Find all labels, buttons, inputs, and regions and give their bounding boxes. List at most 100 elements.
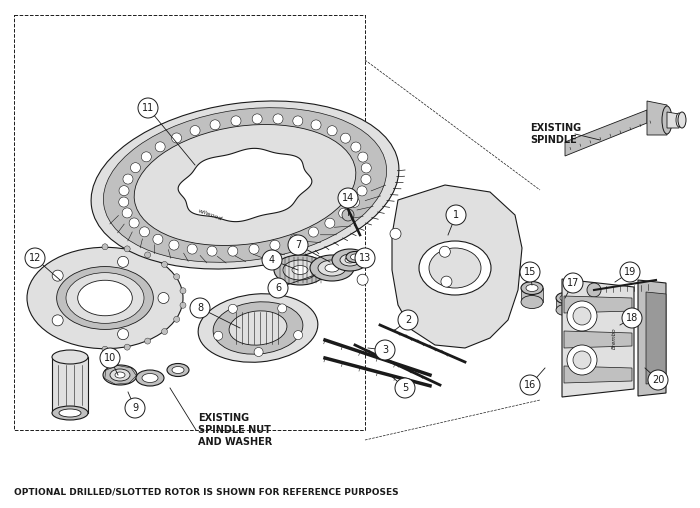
Circle shape xyxy=(339,208,349,218)
Circle shape xyxy=(567,345,597,375)
Polygon shape xyxy=(556,298,574,310)
Ellipse shape xyxy=(351,254,360,260)
Circle shape xyxy=(130,163,141,173)
Circle shape xyxy=(210,120,220,130)
Circle shape xyxy=(325,218,335,228)
Ellipse shape xyxy=(52,406,88,420)
Polygon shape xyxy=(52,357,88,413)
Circle shape xyxy=(162,262,167,268)
Circle shape xyxy=(249,244,259,254)
Ellipse shape xyxy=(676,113,682,127)
Ellipse shape xyxy=(560,295,570,301)
Circle shape xyxy=(520,262,540,282)
Circle shape xyxy=(587,283,601,297)
Ellipse shape xyxy=(325,264,339,272)
Circle shape xyxy=(355,248,375,268)
Bar xyxy=(14,15,365,430)
Polygon shape xyxy=(667,112,679,128)
Circle shape xyxy=(100,348,120,368)
Text: 4: 4 xyxy=(269,255,275,265)
Circle shape xyxy=(342,209,354,221)
Circle shape xyxy=(441,276,452,287)
Circle shape xyxy=(563,273,583,293)
Circle shape xyxy=(293,331,302,339)
Ellipse shape xyxy=(521,281,543,295)
Ellipse shape xyxy=(526,284,538,292)
Circle shape xyxy=(520,375,540,395)
Text: 2: 2 xyxy=(405,315,411,325)
Polygon shape xyxy=(178,148,312,221)
Circle shape xyxy=(138,98,158,118)
Text: AND WASHER: AND WASHER xyxy=(198,437,272,447)
Ellipse shape xyxy=(292,266,308,274)
Circle shape xyxy=(118,329,129,340)
Circle shape xyxy=(398,310,418,330)
Ellipse shape xyxy=(172,366,184,373)
Text: 20: 20 xyxy=(652,375,664,385)
Ellipse shape xyxy=(52,350,88,364)
Ellipse shape xyxy=(27,247,183,348)
Circle shape xyxy=(123,174,133,184)
Circle shape xyxy=(180,288,186,294)
Ellipse shape xyxy=(556,293,574,303)
Circle shape xyxy=(358,152,368,162)
Ellipse shape xyxy=(229,311,287,345)
Circle shape xyxy=(207,246,217,256)
Circle shape xyxy=(273,114,283,124)
Ellipse shape xyxy=(115,372,125,378)
Circle shape xyxy=(153,234,163,244)
Ellipse shape xyxy=(167,364,189,376)
Text: Brembo: Brembo xyxy=(612,327,617,349)
Circle shape xyxy=(118,257,129,267)
Polygon shape xyxy=(564,331,632,348)
Circle shape xyxy=(119,197,129,207)
Circle shape xyxy=(122,208,132,218)
Text: 5: 5 xyxy=(402,383,408,393)
Circle shape xyxy=(351,142,361,152)
Text: 3: 3 xyxy=(382,345,388,355)
Circle shape xyxy=(25,248,45,268)
Ellipse shape xyxy=(556,304,574,315)
Ellipse shape xyxy=(59,409,81,417)
Text: SPINDLE: SPINDLE xyxy=(530,135,577,145)
Circle shape xyxy=(573,351,591,369)
Circle shape xyxy=(214,331,223,340)
Polygon shape xyxy=(638,280,666,396)
Polygon shape xyxy=(521,288,543,302)
Ellipse shape xyxy=(310,255,354,281)
Circle shape xyxy=(155,142,165,152)
Ellipse shape xyxy=(66,273,144,324)
Text: 12: 12 xyxy=(29,253,41,263)
Circle shape xyxy=(361,174,371,184)
Polygon shape xyxy=(647,101,667,135)
Text: 15: 15 xyxy=(524,267,536,277)
Circle shape xyxy=(119,185,129,196)
Ellipse shape xyxy=(283,260,317,280)
Circle shape xyxy=(162,329,167,335)
Ellipse shape xyxy=(429,248,481,288)
Circle shape xyxy=(311,120,321,130)
Circle shape xyxy=(440,246,450,257)
Polygon shape xyxy=(564,296,632,313)
Polygon shape xyxy=(564,366,632,383)
Circle shape xyxy=(141,152,151,162)
Circle shape xyxy=(288,235,308,255)
Text: 11: 11 xyxy=(142,103,154,113)
Circle shape xyxy=(290,235,300,244)
Ellipse shape xyxy=(57,267,153,329)
Circle shape xyxy=(309,227,318,237)
Text: EXISTING: EXISTING xyxy=(198,413,249,423)
Circle shape xyxy=(145,252,150,258)
Circle shape xyxy=(395,378,415,398)
Circle shape xyxy=(252,114,262,124)
Circle shape xyxy=(139,227,150,237)
Text: 1: 1 xyxy=(453,210,459,220)
Circle shape xyxy=(125,398,145,418)
Circle shape xyxy=(270,240,280,250)
Text: 17: 17 xyxy=(567,278,579,288)
Ellipse shape xyxy=(521,296,543,308)
Text: 10: 10 xyxy=(104,353,116,363)
Circle shape xyxy=(254,347,263,357)
Circle shape xyxy=(228,304,237,313)
Text: 19: 19 xyxy=(624,267,636,277)
